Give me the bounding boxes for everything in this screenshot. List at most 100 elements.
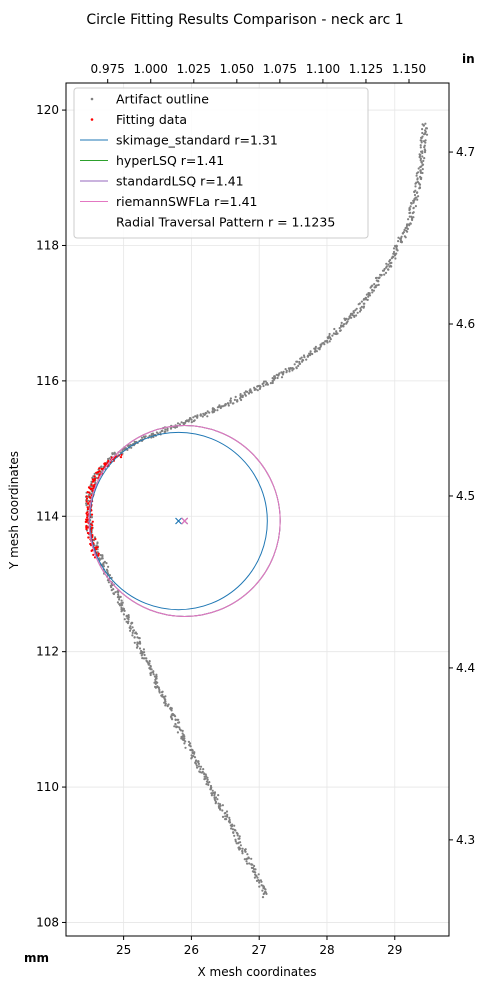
outline-point — [405, 225, 408, 229]
outline-point — [191, 751, 194, 755]
outline-point — [419, 175, 422, 178]
outline-point — [156, 681, 159, 684]
outline-point — [315, 350, 318, 353]
outline-point — [216, 798, 219, 801]
outline-point — [112, 592, 115, 595]
outline-point — [413, 193, 417, 197]
fitting-data-point — [120, 453, 123, 456]
outline-point — [421, 128, 424, 131]
outline-point — [96, 541, 99, 544]
outline-point — [149, 667, 152, 670]
outline-point — [359, 308, 362, 312]
outline-point — [375, 276, 378, 279]
fitting-data-point — [91, 534, 94, 537]
fitting-data-point — [85, 500, 88, 503]
outline-point — [127, 620, 130, 623]
outline-point — [390, 265, 393, 268]
legend-entry: Artifact outline — [116, 92, 209, 107]
outline-point — [415, 196, 418, 199]
outline-point — [362, 305, 366, 308]
legend: Artifact outline Fitting data skimage_stan… — [73, 87, 369, 239]
y-tick-label: 114 — [36, 509, 59, 523]
outline-point — [282, 370, 285, 373]
fitting-data-point — [86, 491, 89, 494]
outline-point — [293, 363, 296, 366]
fitting-data-point — [85, 497, 89, 500]
outline-point — [397, 236, 400, 239]
outline-point — [174, 723, 177, 726]
outline-point — [253, 876, 256, 879]
outline-point — [105, 568, 108, 571]
outline-point — [187, 420, 190, 423]
outline-point — [302, 359, 305, 362]
outline-point — [117, 593, 120, 596]
outline-point — [394, 257, 397, 260]
outline-point — [298, 362, 302, 365]
outline-point — [256, 876, 259, 879]
outline-point — [243, 858, 246, 861]
outline-point — [364, 296, 367, 299]
top-tick-label: 1.075 — [263, 62, 297, 76]
outline-point — [164, 430, 167, 433]
outline-point — [108, 574, 111, 577]
outline-point — [233, 824, 236, 827]
outline-point — [408, 215, 411, 218]
outline-point — [387, 268, 390, 271]
outline-point — [100, 557, 103, 560]
outline-point — [412, 199, 415, 202]
outline-point — [241, 849, 244, 853]
outline-point — [385, 265, 388, 268]
legend-entry: hyperLSQ r=1.41 — [116, 153, 224, 168]
outline-point — [234, 395, 237, 398]
outline-point — [422, 140, 426, 143]
fitting-data-point — [86, 508, 89, 511]
legend-entry: Fitting data — [116, 112, 187, 127]
fitting-data-point — [98, 467, 101, 470]
outline-point — [178, 423, 181, 426]
outline-point — [246, 853, 249, 856]
outline-point — [335, 331, 338, 334]
outline-point — [235, 831, 238, 834]
outline-point — [360, 305, 363, 308]
outline-point — [123, 618, 126, 621]
outline-point — [250, 866, 253, 870]
y-tick-label: 110 — [36, 780, 59, 794]
outline-point — [250, 857, 253, 860]
outline-point — [300, 356, 303, 359]
outline-point — [391, 256, 394, 259]
right-tick-label: 4.6 — [456, 317, 475, 331]
outline-point — [199, 765, 203, 768]
center-marker — [181, 517, 189, 525]
outline-point — [206, 776, 209, 779]
outline-point — [164, 700, 167, 703]
outline-point — [239, 394, 242, 397]
outline-point — [365, 293, 368, 296]
outline-point — [204, 777, 207, 780]
outline-point — [196, 766, 199, 769]
outline-point — [206, 778, 209, 781]
outline-point — [422, 159, 425, 162]
outline-point — [161, 690, 164, 693]
outline-point — [213, 791, 217, 794]
outline-point — [415, 174, 418, 177]
outline-point — [184, 421, 187, 424]
outline-point — [184, 746, 187, 749]
outline-point — [328, 340, 331, 343]
outline-point — [201, 415, 204, 418]
outline-point — [403, 228, 406, 232]
outline-point — [416, 198, 419, 201]
outline-point — [419, 146, 422, 149]
fitting-data-point — [87, 486, 91, 489]
outline-point — [206, 410, 209, 413]
outline-point — [412, 216, 415, 219]
top-tick-label: 1.150 — [392, 62, 426, 76]
outline-point — [221, 804, 224, 807]
outline-point — [276, 376, 279, 380]
outline-point — [161, 693, 164, 697]
fitting-data-point — [91, 478, 94, 481]
outline-point — [238, 848, 241, 851]
outline-point — [395, 252, 398, 255]
outline-point — [424, 129, 427, 132]
outline-point — [138, 640, 141, 643]
outline-point — [201, 770, 204, 774]
